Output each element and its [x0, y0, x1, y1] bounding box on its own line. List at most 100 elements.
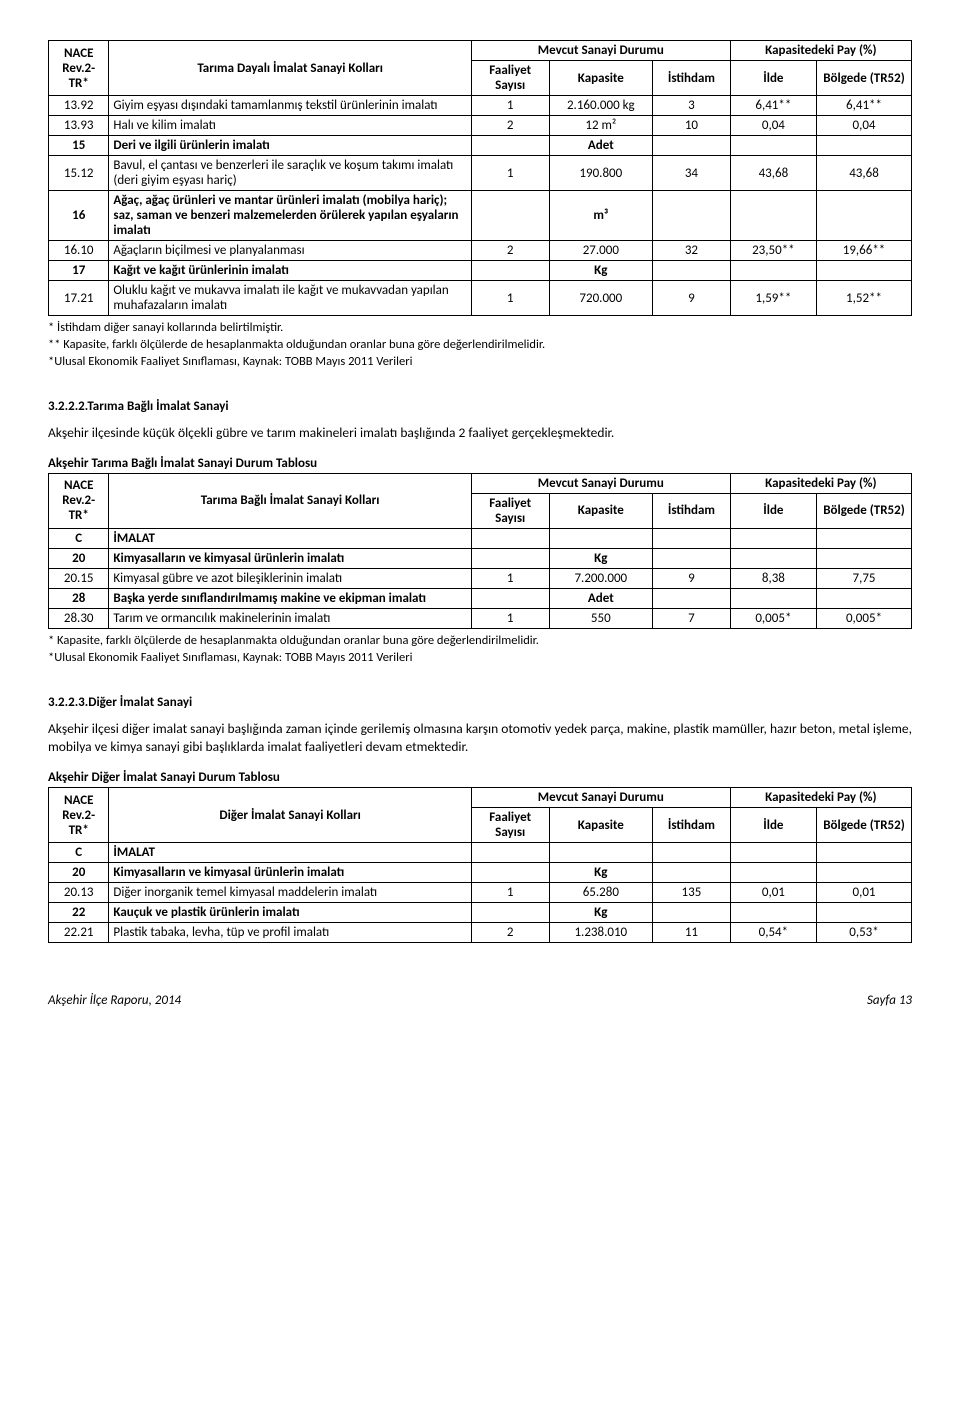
table-cell: Adet	[549, 136, 653, 156]
table-cell	[730, 261, 816, 281]
table-cell: C	[49, 843, 109, 863]
table-cell: 34	[653, 156, 731, 191]
table-cell	[817, 136, 912, 156]
th-kapasitedeki: Kapasitedeki Pay (%)	[730, 788, 911, 808]
table-cell: İMALAT	[109, 843, 471, 863]
table-cell: Kimyasalların ve kimyasal ürünlerin imal…	[109, 548, 471, 568]
table-cell: 65.280	[549, 883, 653, 903]
table-cell: 720.000	[549, 281, 653, 316]
table-cell: 10	[653, 116, 731, 136]
th-kollari: Tarıma Bağlı İmalat Sanayi Kolları	[109, 473, 471, 528]
table-cell: Kimyasalların ve kimyasal ürünlerin imal…	[109, 863, 471, 883]
table-cell: 2	[471, 923, 549, 943]
table-row: 16.10Ağaçların biçilmesi ve planyalanmas…	[49, 241, 912, 261]
th-kollari: Tarıma Dayalı İmalat Sanayi Kolları	[109, 41, 471, 96]
table-cell: 13.92	[49, 96, 109, 116]
table-cell: 9	[653, 281, 731, 316]
table-row: 17.21Oluklu kağıt ve mukavva imalatı ile…	[49, 281, 912, 316]
table-cell: 17.21	[49, 281, 109, 316]
th-kollari: Diğer İmalat Sanayi Kolları	[109, 788, 471, 843]
table-row: 15.12Bavul, el çantası ve benzerleri ile…	[49, 156, 912, 191]
table-row: 28Başka yerde sınıflandırılmamış makine …	[49, 588, 912, 608]
table-cell: 16.10	[49, 241, 109, 261]
th-faaliyet: Faaliyet Sayısı	[471, 61, 549, 96]
table-row: 13.92Giyim eşyası dışındaki tamamlanmış …	[49, 96, 912, 116]
th-ilde: İlde	[730, 493, 816, 528]
table-cell: 1,52**	[817, 281, 912, 316]
table-cell: 12 m²	[549, 116, 653, 136]
table-cell: C	[49, 528, 109, 548]
table-diger-imalat: NACE Rev.2-TR* Diğer İmalat Sanayi Kolla…	[48, 787, 912, 943]
table-cell: 550	[549, 608, 653, 628]
table-cell	[653, 261, 731, 281]
th-bolgede: Bölgede (TR52)	[817, 493, 912, 528]
table-cell: 15.12	[49, 156, 109, 191]
th-istihdam: İstihdam	[653, 61, 731, 96]
th-nace: NACE Rev.2-TR*	[49, 788, 109, 843]
table-cell: 20	[49, 863, 109, 883]
table-row: 15Deri ve ilgili ürünlerin imalatıAdet	[49, 136, 912, 156]
table-cell	[730, 136, 816, 156]
table-cell: Deri ve ilgili ürünlerin imalatı	[109, 136, 471, 156]
table-header-row: NACE Rev.2-TR* Diğer İmalat Sanayi Kolla…	[49, 788, 912, 808]
note-line: * İstihdam diğer sanayi kollarında belir…	[48, 320, 283, 335]
tabletitle-section2: Akşehir Tarıma Bağlı İmalat Sanayi Durum…	[48, 456, 912, 471]
table-row: 20.13Diğer inorganik temel kimyasal madd…	[49, 883, 912, 903]
notes-table2: * Kapasite, farklı ölçülerde de hesaplan…	[48, 633, 912, 667]
footer-left: Akşehir İlçe Raporu, 2014	[48, 993, 181, 1008]
table-cell: Kg	[549, 863, 653, 883]
th-mevcut: Mevcut Sanayi Durumu	[471, 473, 730, 493]
table-cell	[471, 261, 549, 281]
table-cell	[653, 528, 731, 548]
footer-right: Sayfa 13	[867, 993, 912, 1008]
table-cell: 7.200.000	[549, 568, 653, 588]
table-row: CİMALAT	[49, 528, 912, 548]
note-line: *Ulusal Ekonomik Faaliyet Sınıflaması, K…	[48, 650, 412, 665]
table-cell	[471, 843, 549, 863]
table-cell: 1	[471, 156, 549, 191]
table-cell: Oluklu kağıt ve mukavva imalatı ile kağı…	[109, 281, 471, 316]
table-row: 20.15Kimyasal gübre ve azot bileşiklerin…	[49, 568, 912, 588]
table-cell: 13.93	[49, 116, 109, 136]
table-cell	[730, 191, 816, 241]
table-cell: 0,01	[730, 883, 816, 903]
page-footer: Akşehir İlçe Raporu, 2014 Sayfa 13	[48, 993, 912, 1008]
table-cell: 0,005*	[817, 608, 912, 628]
table-cell: 6,41**	[817, 96, 912, 116]
table-cell: 0,01	[817, 883, 912, 903]
table-cell: 32	[653, 241, 731, 261]
table-cell: 2.160.000 kg	[549, 96, 653, 116]
table-cell	[730, 588, 816, 608]
table-cell: 8,38	[730, 568, 816, 588]
table-cell	[817, 843, 912, 863]
table-cell: 3	[653, 96, 731, 116]
table-cell	[549, 843, 653, 863]
table-row: 17Kağıt ve kağıt ürünlerinin imalatıKg	[49, 261, 912, 281]
table-cell: 1	[471, 568, 549, 588]
th-kapasite: Kapasite	[549, 808, 653, 843]
table-cell: 0,04	[730, 116, 816, 136]
th-faaliyet: Faaliyet Sayısı	[471, 493, 549, 528]
table-cell: Kg	[549, 903, 653, 923]
th-kapasitedeki: Kapasitedeki Pay (%)	[730, 473, 911, 493]
table-cell: 0,54*	[730, 923, 816, 943]
th-nace: NACE Rev.2-TR*	[49, 41, 109, 96]
table-cell: 2	[471, 116, 549, 136]
table-cell	[817, 863, 912, 883]
table-row: 13.93Halı ve kilim imalatı212 m²100,040,…	[49, 116, 912, 136]
table-cell: 23,50**	[730, 241, 816, 261]
table-cell: İMALAT	[109, 528, 471, 548]
notes-table1: * İstihdam diğer sanayi kollarında belir…	[48, 320, 912, 371]
th-ilde: İlde	[730, 61, 816, 96]
table-cell: 1	[471, 883, 549, 903]
table-cell: Kg	[549, 548, 653, 568]
table-cell	[817, 191, 912, 241]
table-row: 28.30Tarım ve ormancılık makinelerinin i…	[49, 608, 912, 628]
th-faaliyet: Faaliyet Sayısı	[471, 808, 549, 843]
table-cell	[653, 136, 731, 156]
th-istihdam: İstihdam	[653, 808, 731, 843]
table-cell: 7,75	[817, 568, 912, 588]
table-cell: Halı ve kilim imalatı	[109, 116, 471, 136]
table-cell: Kg	[549, 261, 653, 281]
table-cell	[471, 588, 549, 608]
